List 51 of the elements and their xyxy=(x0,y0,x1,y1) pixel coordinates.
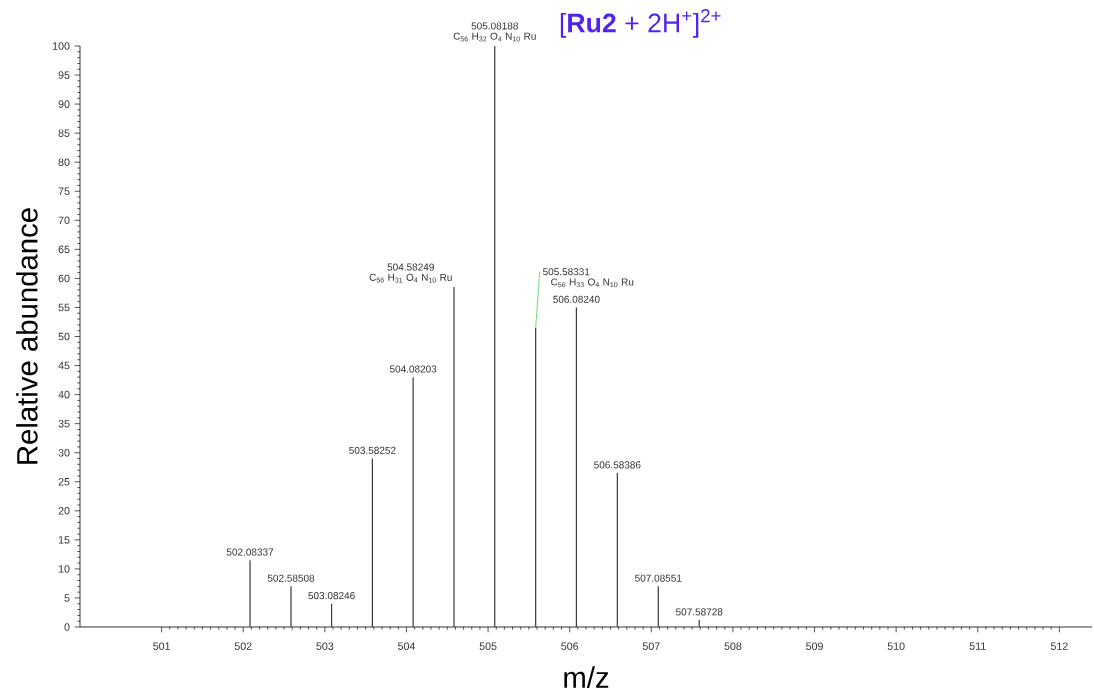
annotation: 502.08337 xyxy=(226,548,274,556)
annotation: 505.58331 xyxy=(543,268,590,276)
y-tick-label: 10 xyxy=(58,565,70,573)
annotation: 504.58249 xyxy=(387,263,434,271)
text: C$_{56}$ H$_{31}$ O$_{4}$ N$_{10}$ Ru xyxy=(369,273,452,283)
x-tick-label: 503 xyxy=(316,642,334,650)
x-tick-label: 511 xyxy=(969,642,986,650)
y-tick-label: 45 xyxy=(58,361,70,370)
y-tick-label: 80 xyxy=(58,158,70,166)
annotation: 506.58386 xyxy=(594,461,641,469)
text: C$_{56}$ H$_{33}$ O$_{4}$ N$_{10}$ Ru xyxy=(551,278,634,288)
y-tick-label: 75 xyxy=(58,187,70,195)
y-tick-label: 70 xyxy=(58,216,70,225)
y-tick-label: 50 xyxy=(58,332,70,341)
y-tick-label: 65 xyxy=(58,245,70,254)
annotation: 503.08246 xyxy=(308,592,355,600)
y-tick-label: 40 xyxy=(58,390,70,399)
annotation: 505.08188 xyxy=(471,22,518,30)
x-tick-label: 506 xyxy=(561,642,579,650)
y-tick-label: 60 xyxy=(58,274,70,283)
annotation: 507.08551 xyxy=(635,574,682,582)
y-tick-label: 95 xyxy=(58,71,70,79)
y-tick-label: 100 xyxy=(52,42,70,50)
chart-title: [Ru2 + 2H$^{+}$]$^{2+}$ xyxy=(560,9,721,38)
annotation: 502.58508 xyxy=(267,574,315,582)
x-tick-label: 501 xyxy=(153,642,170,650)
y-tick-label: 0 xyxy=(64,623,70,631)
x-tick-label: 502 xyxy=(234,642,252,650)
y-tick-label: 15 xyxy=(58,536,70,544)
x-tick-label: 509 xyxy=(806,642,823,650)
x-tick-label: 505 xyxy=(479,642,497,650)
y-tick-label: 30 xyxy=(58,448,70,457)
x-tick-label: 512 xyxy=(1050,642,1068,650)
y-tick-label: 20 xyxy=(58,507,70,515)
y-tick-label: 35 xyxy=(58,419,70,428)
x-tick-label: 510 xyxy=(887,642,905,650)
y-tick-label: 90 xyxy=(58,100,70,108)
x-tick-label: 504 xyxy=(397,642,416,650)
annotation: 504.08203 xyxy=(389,365,437,373)
annotation: 506.08240 xyxy=(553,295,600,303)
y-axis-title: Relative abundance xyxy=(16,208,38,464)
x-tick-label: 508 xyxy=(724,642,742,650)
text: C$_{56}$ H$_{32}$ O$_{4}$ N$_{10}$ Ru xyxy=(453,32,536,42)
annotation: 503.58252 xyxy=(349,446,396,454)
x-axis-title: m/z xyxy=(564,666,609,688)
y-tick-label: 85 xyxy=(58,129,70,137)
y-tick-label: 5 xyxy=(64,594,70,602)
y-tick-label: 55 xyxy=(58,303,70,312)
annotation: 507.58728 xyxy=(675,608,723,616)
y-tick-label: 25 xyxy=(58,477,70,486)
x-tick-label: 507 xyxy=(642,642,660,650)
